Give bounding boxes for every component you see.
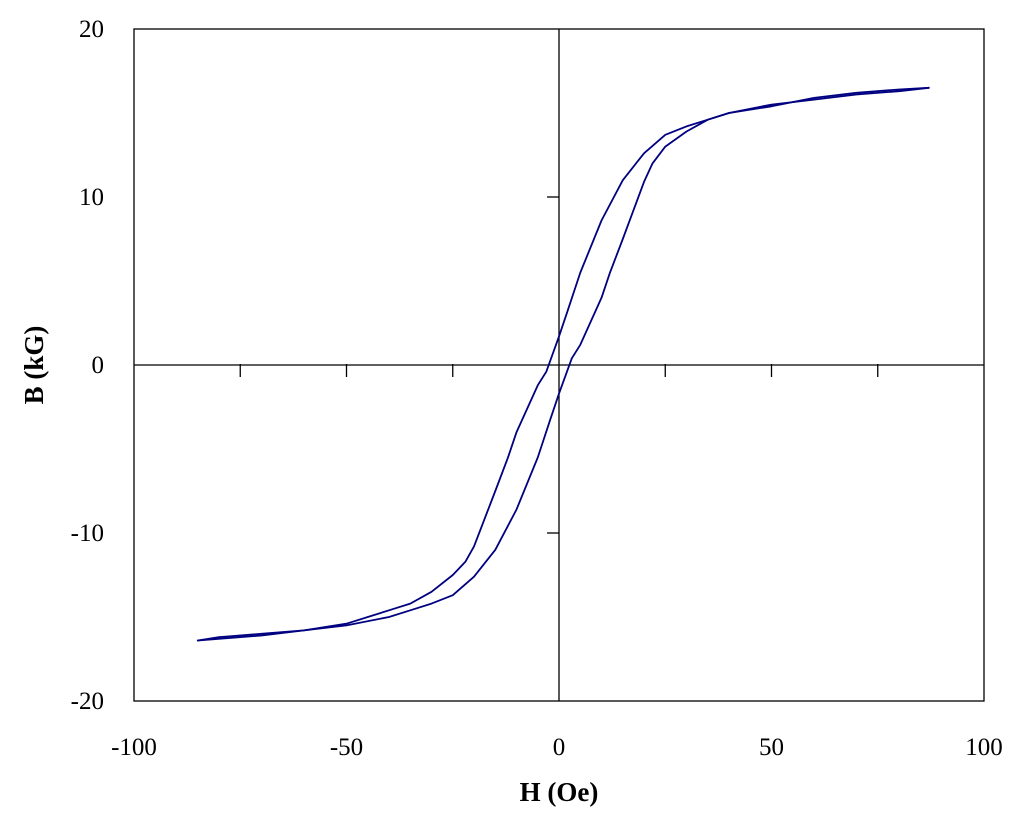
y-tick-label: 10	[79, 184, 104, 211]
x-tick-label: 50	[759, 734, 784, 761]
series-line-descending	[196, 86, 930, 642]
x-tick-label: -100	[111, 734, 157, 761]
y-tick-label: -20	[71, 688, 104, 715]
x-axis-title: H (Oe)	[520, 777, 599, 807]
y-tick-label: 0	[92, 352, 105, 379]
x-tick-label: 100	[965, 734, 1003, 761]
x-tick-label: -50	[330, 734, 363, 761]
y-axis-title: B (kG)	[19, 326, 49, 405]
y-tick-label: -10	[71, 520, 104, 547]
curve-layer	[196, 86, 930, 642]
axes-layer	[134, 29, 984, 701]
y-tick-label: 20	[79, 16, 104, 43]
x-tick-label: 0	[553, 734, 566, 761]
